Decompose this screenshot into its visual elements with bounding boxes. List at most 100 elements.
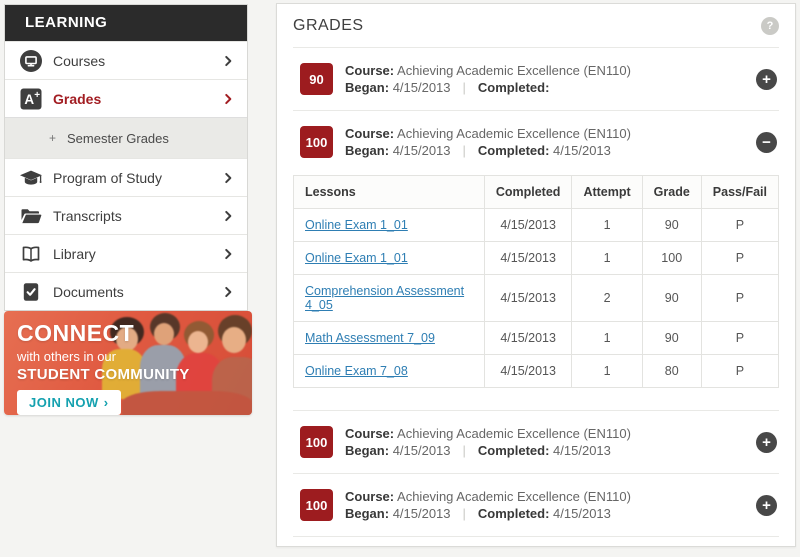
separator: |: [462, 443, 466, 458]
banner-text: CONNECT with others in our STUDENT COMMU…: [17, 320, 190, 415]
help-icon[interactable]: ?: [761, 16, 779, 35]
completed-cell: 4/15/2013: [483, 274, 573, 322]
divider: [293, 536, 779, 537]
grade-badge: 100: [300, 426, 333, 458]
completed-label: Completed:: [477, 506, 550, 521]
course-name: Achieving Academic Excellence (EN110): [397, 489, 631, 504]
course-label: Course:: [345, 63, 395, 78]
attempt-cell: 2: [571, 274, 643, 322]
completed-date: 4/15/2013: [553, 506, 611, 521]
sidebar-item-grades[interactable]: A + Grades: [5, 79, 247, 117]
divider: [293, 473, 779, 474]
began-label: Began:: [345, 80, 390, 95]
began-label: Began:: [345, 443, 390, 458]
sidebar-subitem-semester-grades[interactable]: + Semester Grades: [5, 117, 247, 158]
sidebar-item-documents[interactable]: Documents: [5, 272, 247, 310]
course-label: Course:: [345, 489, 395, 504]
began-date: 4/15/2013: [392, 80, 451, 95]
folder-icon: [19, 204, 43, 228]
began-label: Began:: [345, 506, 390, 521]
attempt-cell: 1: [571, 354, 643, 388]
course-name: Achieving Academic Excellence (EN110): [397, 426, 631, 441]
course-label: Course:: [345, 426, 395, 441]
join-now-label: JOIN NOW: [29, 395, 99, 410]
collapse-course-button[interactable]: −: [756, 131, 777, 153]
banner-title: CONNECT: [17, 320, 135, 346]
expand-course-button[interactable]: +: [756, 494, 777, 516]
completed-label: Completed:: [477, 80, 550, 95]
separator: |: [462, 506, 466, 521]
passfail-cell: P: [700, 208, 780, 242]
began-date: 4/15/2013: [392, 506, 451, 521]
divider: [293, 410, 779, 411]
completed-date: 4/15/2013: [553, 443, 611, 458]
grade-cell: 90: [641, 274, 702, 322]
chevron-right-icon: [221, 285, 235, 299]
separator: |: [462, 80, 466, 95]
chevron-right-icon: [221, 54, 235, 68]
passfail-cell: P: [700, 274, 780, 322]
lesson-link[interactable]: Online Exam 7_08: [305, 364, 408, 378]
column-header-grade: Grade: [641, 175, 702, 209]
completed-label: Completed:: [477, 143, 550, 158]
grades-panel: GRADES ? 90 Course: Achieving Academic E…: [276, 3, 796, 547]
table-row: Online Exam 7_08 4/15/2013 1 80 P: [293, 354, 780, 388]
grade-badge: 100: [300, 126, 333, 158]
grade-badge: 100: [300, 489, 333, 521]
join-now-button[interactable]: JOIN NOW ›: [17, 390, 121, 415]
divider: [293, 47, 779, 48]
lesson-link[interactable]: Online Exam 1_01: [305, 251, 408, 265]
lessons-table: Lessons Completed Attempt Grade Pass/Fai…: [293, 175, 780, 388]
lesson-link[interactable]: Online Exam 1_01: [305, 218, 408, 232]
banner-subtitle: with others in our: [17, 349, 116, 364]
chevron-right-icon: [221, 171, 235, 185]
grade-cell: 90: [641, 208, 702, 242]
page-title: GRADES: [293, 16, 364, 34]
completed-label: Completed:: [477, 443, 550, 458]
completed-cell: 4/15/2013: [483, 208, 573, 242]
sidebar-item-courses[interactable]: Courses: [5, 41, 247, 79]
completed-date: 4/15/2013: [553, 143, 611, 158]
grade-cell: 100: [641, 241, 702, 275]
sidebar-item-program-of-study[interactable]: Program of Study: [5, 158, 247, 196]
divider: [293, 110, 779, 111]
sidebar-item-label: Grades: [53, 90, 102, 107]
panel-header: GRADES ?: [293, 4, 779, 47]
svg-text:A: A: [24, 92, 34, 107]
sidebar-item-library[interactable]: Library: [5, 234, 247, 272]
passfail-cell: P: [700, 354, 780, 388]
passfail-cell: P: [700, 241, 780, 275]
cta-chevron-icon: ›: [103, 395, 109, 410]
column-header-passfail: Pass/Fail: [700, 175, 780, 209]
column-header-lessons: Lessons: [293, 175, 485, 209]
column-header-completed: Completed: [483, 175, 573, 209]
document-check-icon: [19, 280, 43, 304]
course-summary-row: 100 Course: Achieving Academic Excellenc…: [293, 111, 779, 173]
monitor-icon: [19, 49, 43, 73]
course-name: Achieving Academic Excellence (EN110): [397, 126, 631, 141]
expand-course-button[interactable]: +: [756, 431, 777, 453]
lesson-link[interactable]: Comprehension Assessment 4_05: [305, 284, 465, 312]
banner-community-label: STUDENT COMMUNITY: [17, 366, 190, 383]
column-header-attempt: Attempt: [571, 175, 643, 209]
chevron-right-icon: [221, 92, 235, 106]
expand-course-button[interactable]: +: [756, 68, 777, 90]
sidebar-item-transcripts[interactable]: Transcripts: [5, 196, 247, 234]
grades-a-plus-icon: A +: [19, 87, 43, 111]
sidebar-item-label: Transcripts: [53, 207, 122, 224]
course-summary-row: 100 Course: Achieving Academic Excellenc…: [293, 411, 779, 473]
attempt-cell: 1: [571, 208, 643, 242]
lesson-link[interactable]: Math Assessment 7_09: [305, 331, 435, 345]
open-book-icon: [19, 242, 43, 266]
completed-cell: 4/15/2013: [483, 241, 573, 275]
course-info: Course: Achieving Academic Excellence (E…: [345, 488, 631, 522]
learning-sidebar: LEARNING Courses A + Grades + Semester Gr…: [4, 4, 248, 311]
completed-cell: 4/15/2013: [483, 321, 573, 355]
student-community-banner[interactable]: CONNECT with others in our STUDENT COMMU…: [4, 311, 252, 415]
course-name: Achieving Academic Excellence (EN110): [397, 63, 631, 78]
sidebar-item-label: Program of Study: [53, 169, 162, 186]
began-date: 4/15/2013: [392, 443, 451, 458]
course-info: Course: Achieving Academic Excellence (E…: [345, 62, 631, 96]
attempt-cell: 1: [571, 241, 643, 275]
grade-cell: 80: [641, 354, 702, 388]
